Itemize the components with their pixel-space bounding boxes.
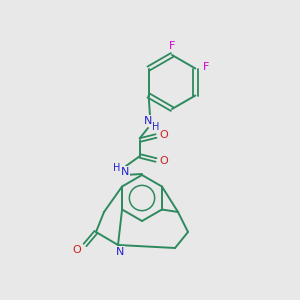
Text: O: O — [160, 156, 168, 166]
Text: F: F — [169, 41, 175, 51]
Text: H: H — [152, 122, 160, 132]
Text: N: N — [116, 247, 124, 257]
Text: F: F — [203, 61, 210, 71]
Text: O: O — [160, 130, 168, 140]
Text: O: O — [73, 245, 81, 255]
Text: N: N — [144, 116, 152, 126]
Text: N: N — [121, 167, 129, 177]
Text: H: H — [113, 163, 121, 173]
